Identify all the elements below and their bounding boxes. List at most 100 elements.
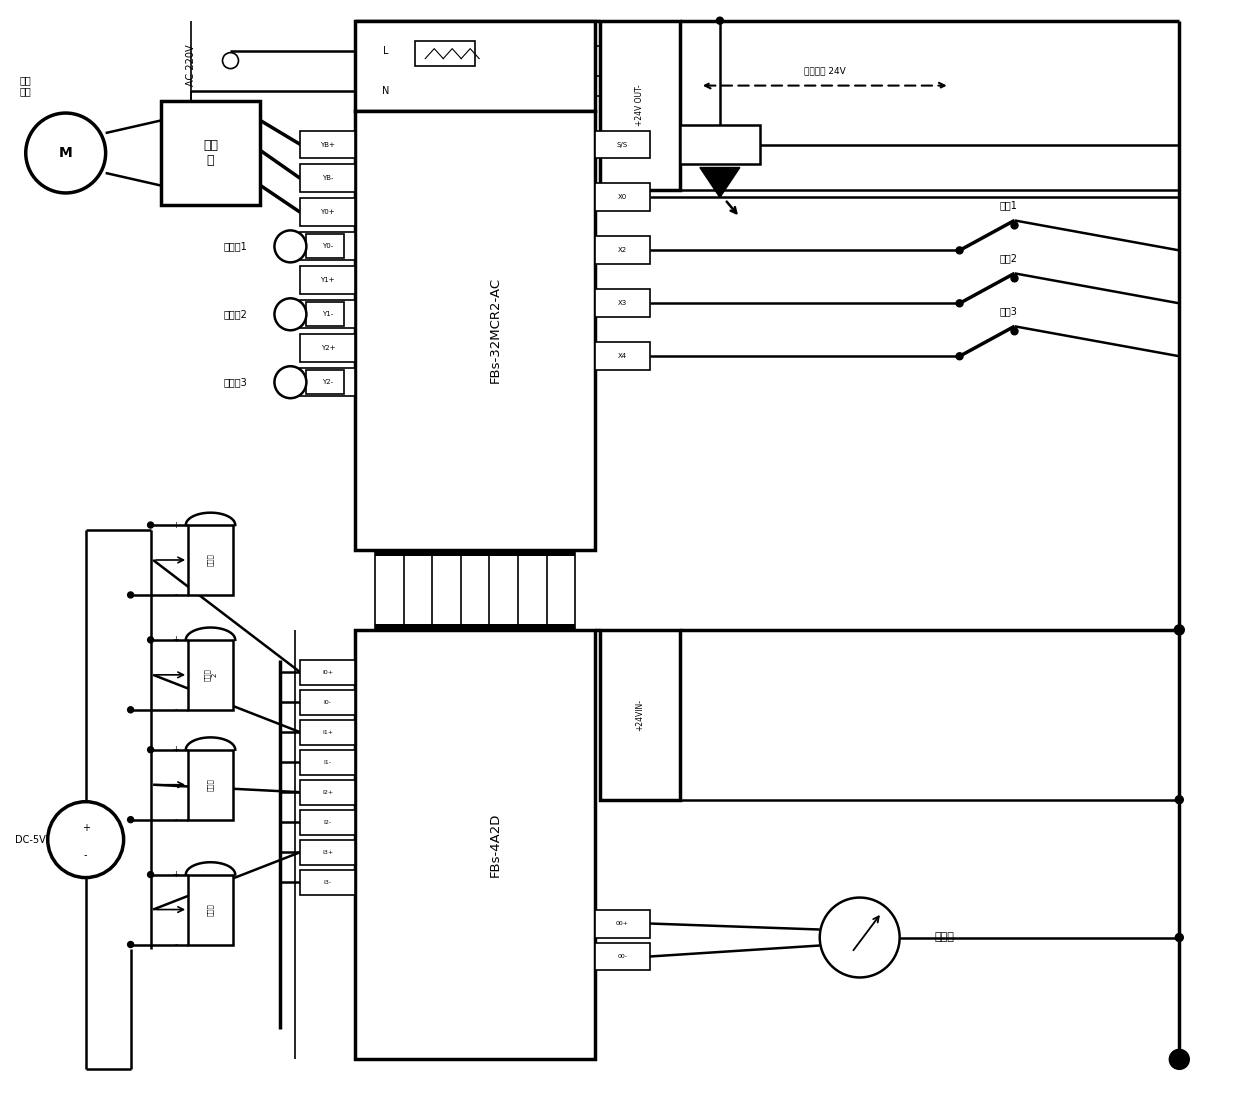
Bar bbox=[188, 640, 233, 710]
Text: Y2-: Y2- bbox=[322, 379, 334, 385]
Bar bbox=[595, 342, 650, 370]
Text: FBs-32MCR2-AC: FBs-32MCR2-AC bbox=[489, 277, 502, 383]
Text: I0+: I0+ bbox=[322, 670, 334, 675]
Circle shape bbox=[274, 367, 306, 399]
Bar bbox=[306, 234, 345, 258]
Bar bbox=[188, 874, 233, 945]
Text: 步进
电机: 步进 电机 bbox=[20, 75, 32, 96]
Bar bbox=[595, 943, 650, 970]
Text: YB-: YB- bbox=[322, 176, 334, 181]
Circle shape bbox=[1176, 626, 1183, 634]
Circle shape bbox=[148, 746, 154, 753]
Text: X3: X3 bbox=[618, 300, 627, 306]
Bar bbox=[595, 183, 650, 212]
Circle shape bbox=[274, 298, 306, 330]
Text: 外界电源 24V: 外界电源 24V bbox=[804, 66, 846, 75]
Bar bbox=[300, 690, 356, 714]
Circle shape bbox=[148, 637, 154, 643]
Bar bbox=[600, 21, 680, 191]
Text: S/S: S/S bbox=[618, 141, 627, 148]
Text: 电位计
2: 电位计 2 bbox=[203, 668, 217, 681]
Circle shape bbox=[1176, 934, 1183, 942]
Text: YB+: YB+ bbox=[320, 141, 335, 148]
Circle shape bbox=[128, 817, 134, 822]
Circle shape bbox=[128, 942, 134, 947]
Text: +24V OUT-: +24V OUT- bbox=[635, 85, 645, 126]
Text: M: M bbox=[58, 146, 73, 160]
Text: 00+: 00+ bbox=[616, 921, 629, 926]
Bar bbox=[300, 840, 356, 864]
Bar bbox=[595, 236, 650, 264]
Text: 00-: 00- bbox=[618, 954, 627, 959]
Text: N: N bbox=[382, 86, 389, 96]
Bar bbox=[300, 750, 356, 775]
Bar bbox=[300, 233, 356, 261]
Bar bbox=[376, 550, 575, 556]
Text: +: + bbox=[172, 745, 180, 754]
Text: 驱动
器: 驱动 器 bbox=[203, 139, 218, 167]
Text: Y0+: Y0+ bbox=[321, 210, 335, 215]
Text: I2+: I2+ bbox=[322, 789, 334, 795]
Text: L: L bbox=[383, 45, 388, 55]
Circle shape bbox=[274, 231, 306, 263]
Text: Y1-: Y1- bbox=[322, 311, 334, 317]
Text: I3-: I3- bbox=[324, 880, 332, 884]
Bar bbox=[300, 809, 356, 835]
Text: 开兴3: 开兴3 bbox=[999, 306, 1017, 317]
Text: 开兴1: 开兴1 bbox=[999, 201, 1017, 211]
Bar bbox=[300, 369, 356, 396]
Bar bbox=[595, 910, 650, 937]
Circle shape bbox=[128, 592, 134, 598]
Text: 电位计: 电位计 bbox=[207, 553, 213, 566]
Circle shape bbox=[1011, 222, 1018, 229]
Text: I3+: I3+ bbox=[322, 850, 334, 854]
Circle shape bbox=[1176, 796, 1183, 804]
Text: 告警灯1: 告警灯1 bbox=[223, 242, 247, 252]
Text: -: - bbox=[175, 940, 177, 949]
Bar bbox=[306, 302, 345, 327]
Text: +: + bbox=[172, 636, 180, 645]
Circle shape bbox=[820, 898, 900, 977]
Text: +24VIN-: +24VIN- bbox=[635, 699, 645, 731]
Bar bbox=[300, 660, 356, 684]
Circle shape bbox=[26, 113, 105, 193]
Circle shape bbox=[717, 18, 723, 24]
Bar bbox=[415, 41, 475, 65]
Circle shape bbox=[956, 353, 963, 360]
Bar bbox=[300, 870, 356, 894]
Bar bbox=[160, 100, 260, 205]
Circle shape bbox=[47, 802, 124, 878]
Text: +: + bbox=[82, 822, 89, 832]
Bar bbox=[356, 630, 595, 1060]
Bar bbox=[188, 750, 233, 819]
Circle shape bbox=[148, 522, 154, 528]
Text: X4: X4 bbox=[618, 353, 627, 359]
Text: I0-: I0- bbox=[324, 700, 332, 704]
Text: X2: X2 bbox=[618, 247, 627, 254]
Bar bbox=[300, 266, 356, 295]
Text: I1+: I1+ bbox=[322, 730, 334, 735]
Bar bbox=[600, 630, 680, 799]
Bar bbox=[595, 130, 650, 159]
Bar bbox=[300, 720, 356, 745]
Text: Y2+: Y2+ bbox=[321, 346, 335, 351]
Bar bbox=[306, 370, 345, 394]
Circle shape bbox=[1011, 328, 1018, 335]
Text: +: + bbox=[172, 520, 180, 530]
Bar bbox=[188, 526, 233, 595]
Text: -: - bbox=[175, 591, 177, 599]
Bar bbox=[300, 130, 356, 159]
Text: 电压表: 电压表 bbox=[935, 933, 955, 943]
Bar bbox=[300, 199, 356, 226]
Text: Y1+: Y1+ bbox=[321, 277, 335, 284]
Circle shape bbox=[956, 247, 963, 254]
Bar bbox=[376, 624, 575, 630]
Circle shape bbox=[222, 53, 238, 68]
Circle shape bbox=[148, 871, 154, 878]
Text: DC-5V: DC-5V bbox=[15, 835, 46, 845]
Circle shape bbox=[1174, 625, 1184, 635]
Text: -: - bbox=[175, 815, 177, 825]
Text: 电位计: 电位计 bbox=[207, 903, 213, 916]
Text: I1-: I1- bbox=[324, 760, 332, 765]
Circle shape bbox=[956, 300, 963, 307]
